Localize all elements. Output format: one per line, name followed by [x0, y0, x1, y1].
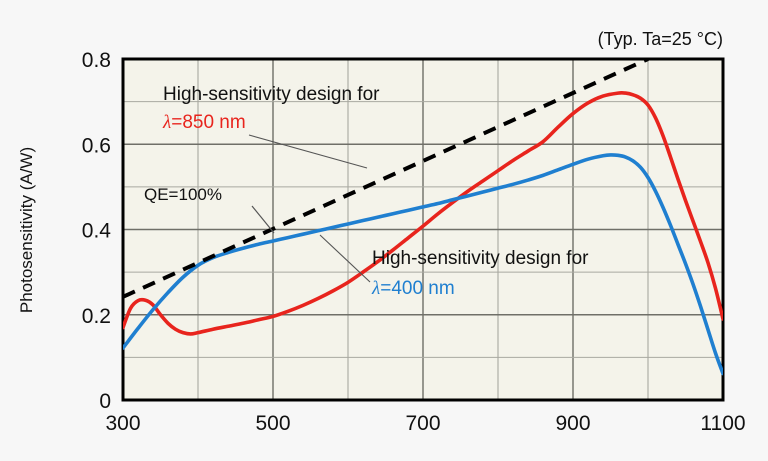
red-series-label-line1: High-sensitivity design for	[163, 84, 380, 105]
qe-label: QE=100%	[144, 185, 222, 204]
x-tick-label: 900	[555, 412, 590, 435]
red-lambda-value: =850 nm	[171, 112, 245, 133]
y-tick-label: 0	[99, 390, 111, 413]
series-line-0	[123, 91, 723, 336]
condition-note: (Typ. Ta=25 °C)	[598, 29, 723, 49]
x-tick-label: 700	[405, 412, 440, 435]
x-tick-label: 1100	[700, 412, 745, 435]
y-tick-labels: 0 0.2 0.4 0.6 0.8	[82, 49, 112, 413]
x-tick-label: 500	[255, 412, 290, 435]
x-tick-labels: 300 500 700 900 1100	[105, 412, 745, 435]
y-tick-label: 0.4	[82, 220, 112, 243]
blue-series-label-line1: High-sensitivity design for	[372, 248, 589, 269]
series-line-2	[123, 59, 649, 299]
blue-lambda-symbol: λ	[371, 278, 380, 299]
y-tick-label: 0.2	[82, 305, 111, 328]
blue-lambda-value: =400 nm	[380, 278, 454, 299]
series-line-1	[123, 153, 723, 376]
red-series-annotation: High-sensitivity design for λ=850 nm	[162, 84, 380, 169]
series-lines	[123, 59, 723, 376]
blue-leader-line	[319, 234, 371, 283]
y-tick-label: 0.6	[82, 134, 111, 157]
y-tick-label: 0.8	[82, 49, 111, 72]
x-tick-label: 300	[105, 412, 140, 435]
red-leader-line	[248, 134, 368, 169]
qe-annotation: QE=100%	[144, 185, 275, 234]
blue-series-annotation: High-sensitivity design for λ=400 nm	[319, 234, 589, 299]
y-axis-title: Photosensitivity (A/W)	[17, 147, 36, 313]
red-lambda-symbol: λ	[162, 112, 171, 133]
blue-series-label-line2: λ=400 nm	[371, 278, 455, 299]
plot-frame	[121, 57, 725, 402]
qe-leader-line	[251, 205, 275, 234]
red-series-label-line2: λ=850 nm	[162, 112, 246, 133]
